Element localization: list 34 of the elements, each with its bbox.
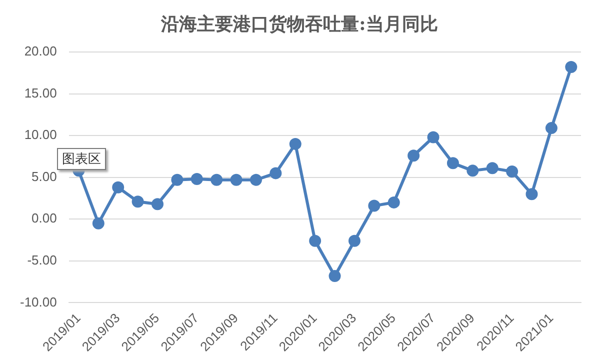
y-tick-label: -10.00 [20, 294, 57, 310]
y-tick-label: 10.00 [24, 127, 57, 142]
point [446, 157, 459, 170]
y-tick-label: 15.00 [24, 85, 57, 100]
point [230, 174, 242, 186]
point [466, 164, 479, 177]
point [270, 167, 282, 180]
point [526, 188, 538, 200]
point [486, 162, 498, 174]
point [348, 234, 360, 247]
point [210, 174, 223, 186]
point [427, 131, 440, 144]
point [309, 234, 322, 247]
annotation: 图表区 [57, 148, 106, 170]
point [92, 217, 104, 230]
y-tick-label: 5.00 [32, 168, 57, 184]
point [388, 196, 400, 208]
chart-title: 沿海主要港口货物吞吐量:当月同比 [160, 13, 439, 36]
point [545, 122, 558, 134]
point [565, 61, 578, 74]
y-tick-label: -5.00 [27, 252, 57, 268]
point [328, 270, 341, 282]
point [132, 196, 144, 208]
point [152, 198, 164, 210]
point [250, 174, 262, 186]
y-tick-label: 0.00 [32, 210, 57, 226]
y-tick-label: 20.00 [24, 44, 57, 59]
point [408, 150, 420, 162]
point [112, 181, 124, 194]
point [289, 138, 302, 150]
point [368, 200, 380, 212]
point [171, 174, 184, 186]
point [506, 166, 518, 178]
point [190, 173, 203, 186]
